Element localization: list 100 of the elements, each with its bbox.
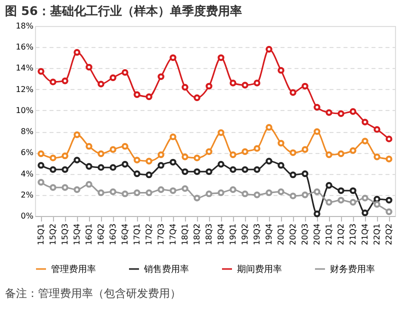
y-tick-label: 16% <box>16 42 34 52</box>
x-tick-label: 22Q1 <box>372 224 382 246</box>
point <box>182 185 188 192</box>
point <box>266 46 272 53</box>
point <box>170 187 176 194</box>
point <box>62 78 68 84</box>
point <box>134 189 140 196</box>
point <box>110 188 116 196</box>
point <box>386 156 392 162</box>
point <box>206 168 212 176</box>
point <box>98 164 104 171</box>
x-tick-label: 17Q1 <box>132 224 142 246</box>
legend-label: 期间费用率 <box>237 264 282 275</box>
point <box>122 69 128 76</box>
point <box>170 54 176 62</box>
x-tick-label: 20Q2 <box>288 224 298 246</box>
point <box>362 138 368 144</box>
point <box>206 190 212 198</box>
point <box>158 151 164 158</box>
point <box>194 94 200 102</box>
point <box>134 91 140 98</box>
point <box>122 160 128 168</box>
point <box>242 190 248 198</box>
point <box>302 170 308 178</box>
x-tick-label: 15Q4 <box>72 224 82 246</box>
point <box>62 152 68 160</box>
point <box>290 192 296 200</box>
point <box>146 171 152 178</box>
point <box>50 154 56 162</box>
point <box>74 186 80 193</box>
point <box>170 158 176 166</box>
point <box>98 80 104 88</box>
y-tick-label: 2% <box>20 190 34 200</box>
point <box>38 150 44 158</box>
y-tick-label: 4% <box>20 169 34 178</box>
point <box>122 190 128 198</box>
legend-label: 管理费用率 <box>51 264 96 275</box>
point <box>242 82 248 88</box>
point <box>134 156 140 164</box>
x-tick-label: 20Q4 <box>312 224 322 246</box>
point <box>278 66 284 74</box>
point <box>74 156 80 164</box>
point <box>182 154 188 160</box>
point <box>230 80 236 86</box>
point <box>278 188 284 196</box>
point <box>266 189 272 196</box>
point <box>38 178 44 186</box>
point <box>302 192 308 198</box>
point <box>62 166 68 173</box>
point <box>374 154 380 160</box>
point <box>386 208 392 216</box>
y-tick-label: 10% <box>16 106 34 115</box>
x-tick-label: 20Q3 <box>300 224 310 246</box>
legend-label: 财务费用率 <box>330 264 375 275</box>
point <box>314 188 320 196</box>
x-tick-label: 21Q4 <box>360 224 370 246</box>
point <box>326 198 332 206</box>
point <box>230 166 236 173</box>
x-tick-label: 19Q2 <box>240 224 250 246</box>
point <box>146 189 152 196</box>
point <box>230 186 236 193</box>
point <box>218 129 224 136</box>
x-tick-label: 22Q2 <box>384 224 394 246</box>
point <box>350 187 356 194</box>
point <box>182 84 188 91</box>
x-tick-label: 15Q1 <box>36 224 46 246</box>
point <box>38 162 44 169</box>
point <box>50 78 56 86</box>
point <box>50 166 56 173</box>
point <box>266 158 272 164</box>
point <box>86 163 92 170</box>
x-tick-label: 19Q3 <box>252 224 262 246</box>
point <box>194 154 200 162</box>
point <box>206 148 212 155</box>
point <box>350 147 356 154</box>
x-tick-label: 19Q4 <box>264 224 274 246</box>
x-tick-label: 18Q1 <box>180 224 190 246</box>
x-tick-label: 18Q4 <box>216 224 226 246</box>
x-tick-label: 19Q1 <box>228 224 238 246</box>
chart-title: 图 56：基础化工行业（样本）单季度费用率 <box>5 4 242 18</box>
legend-label: 销售费用率 <box>143 264 189 275</box>
point <box>254 166 260 173</box>
x-tick-label: 18Q3 <box>204 224 214 246</box>
point <box>74 131 80 138</box>
point <box>386 196 392 204</box>
point <box>302 82 308 90</box>
point <box>326 109 332 116</box>
x-tick-label: 17Q2 <box>144 224 154 246</box>
point <box>134 170 140 178</box>
x-tick-label: 16Q4 <box>120 224 130 246</box>
point <box>338 187 344 194</box>
point <box>386 136 392 142</box>
point <box>158 162 164 169</box>
point <box>110 146 116 153</box>
point <box>314 210 320 218</box>
point <box>290 171 296 178</box>
x-tick-label: 17Q3 <box>156 224 166 246</box>
x-tick-label: 21Q3 <box>348 224 358 246</box>
x-tick-label: 18Q2 <box>192 224 202 246</box>
y-tick-label: 18% <box>16 22 34 30</box>
